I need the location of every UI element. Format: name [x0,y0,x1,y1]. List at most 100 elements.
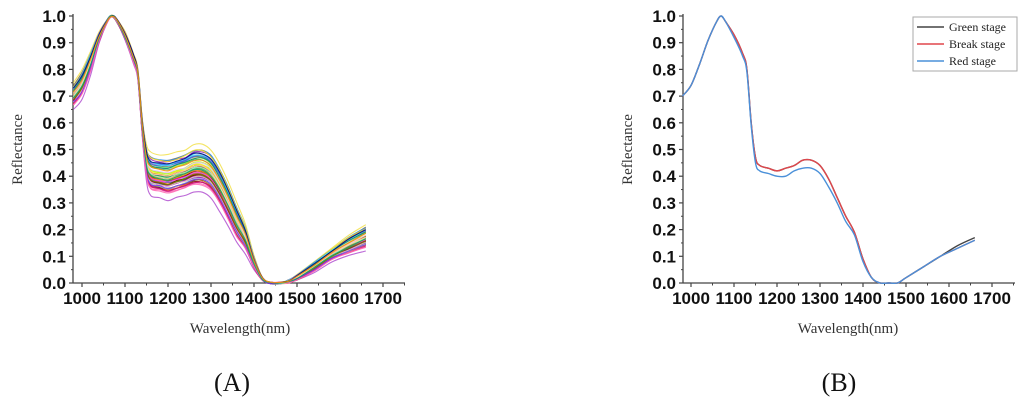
spectrum-line [72,15,367,285]
spectrum-line [72,16,367,285]
spectrum-line [72,16,366,284]
spectrum-line [72,14,367,284]
y-tick-label: 0.8 [652,60,676,79]
spectrum-line [72,15,367,284]
y-tick-label: 0.4 [42,167,66,186]
y-tick-label: 0.5 [652,141,676,160]
legend-entry: Green stage [949,20,1006,34]
spectrum-line [72,14,366,284]
y-tick-label: 0.7 [42,87,66,106]
y-tick-label: 0.1 [42,247,66,266]
spectrum-line [72,15,367,285]
spectrum-line [72,15,367,285]
spectrum-line [72,15,367,284]
spectrum-line [72,15,367,284]
spectrum-line [72,15,366,285]
x-tick-label: 1700 [364,289,402,308]
spectrum-line [72,15,367,285]
x-tick-label: 1300 [801,289,839,308]
spectrum-line [72,14,367,285]
x-tick-label: 1500 [887,289,925,308]
spectrum-line [72,14,367,285]
spectrum-line [72,16,366,285]
spectrum-line [72,15,367,285]
spectrum-line [72,14,367,284]
legend-entry: Red stage [949,54,996,68]
spectrum-line [72,15,366,284]
y-axis-title: Reflectance [10,114,26,185]
spectrum-line [72,16,367,285]
spectrum-line [72,15,367,285]
y-tick-label: 1.0 [42,7,66,26]
spectrum-line [72,15,367,284]
x-tick-label: 1600 [321,289,359,308]
y-tick-label: 0.2 [42,221,66,240]
spectrum-line [72,15,366,285]
y-tick-label: 0.4 [652,167,676,186]
spectrum-line [72,14,367,285]
x-tick-label: 1100 [716,289,753,308]
panel-label-b: (B) [822,368,857,397]
y-tick-label: 0.3 [42,194,66,213]
spectrum-line [72,16,367,284]
spectrum-line [72,16,367,285]
spectrum-line [72,15,367,285]
x-tick-label: 1000 [672,289,710,308]
y-tick-label: 0.3 [652,194,676,213]
spectrum-line [72,15,367,285]
spectrum-line [72,15,367,285]
spectrum-line [72,15,367,284]
spectrum-line [72,15,367,284]
x-tick-label: 1700 [973,289,1011,308]
legend-entry: Break stage [949,37,1005,51]
y-tick-label: 1.0 [652,7,676,26]
y-tick-label: 0.7 [652,87,676,106]
spectrum-line [72,15,367,285]
spectrum-line [72,15,367,284]
x-tick-label: 1400 [844,289,882,308]
spectrum-line [72,15,366,285]
x-tick-label: 1400 [235,289,273,308]
spectrum-line [72,15,367,284]
y-axis-title: Reflectance [620,114,636,185]
spectrum-line [72,15,367,285]
spectrum-line [72,14,367,285]
y-tick-label: 0.9 [652,34,676,53]
x-tick-label: 1100 [107,289,144,308]
spectrum-line [72,15,367,285]
spectrum-line [72,15,367,285]
spectrum-line [72,14,366,284]
x-tick-label: 1600 [930,289,968,308]
spectrum-line [72,15,367,284]
spectrum-line [72,15,367,285]
y-tick-label: 0.2 [652,221,676,240]
spectrum-line [72,15,367,284]
y-tick-label: 0.5 [42,141,66,160]
x-tick-label: 1500 [278,289,316,308]
y-tick-label: 0.9 [42,34,66,53]
x-tick-label: 1200 [758,289,796,308]
x-tick-label: 1000 [63,289,101,308]
spectrum-line [72,16,367,284]
stage-lines [681,15,976,285]
chart-panel-b: 0.0 0.1 0.2 0.3 0.4 0.5 0.6 0.7 0.8 0.9 1.0 1000 110… [620,7,1018,337]
spectrum-line [72,14,367,285]
spectrum-line [72,15,367,285]
spectrum-line [72,15,366,284]
spectrum-line [72,15,367,284]
x-axis-title: Wavelength(nm) [190,321,290,337]
spectrum-line [72,15,367,285]
spectrum-line [72,14,367,284]
spectrum-line [72,14,367,285]
spectrum-line [72,16,367,284]
panel-label-a: (A) [214,368,250,397]
x-axis-title: Wavelength(nm) [798,321,898,337]
spectrum-line [72,14,367,284]
y-tick-label: 0.0 [652,274,676,293]
spectrum-line [72,15,366,284]
spectrum-line [72,14,367,285]
y-tick-label: 0.1 [652,247,676,266]
chart-panel-a: 0.0 0.1 0.2 0.3 0.4 0.5 0.6 0.7 0.8 0.9 1.0 1000 110… [10,7,405,337]
y-tick-label: 0.8 [42,60,66,79]
